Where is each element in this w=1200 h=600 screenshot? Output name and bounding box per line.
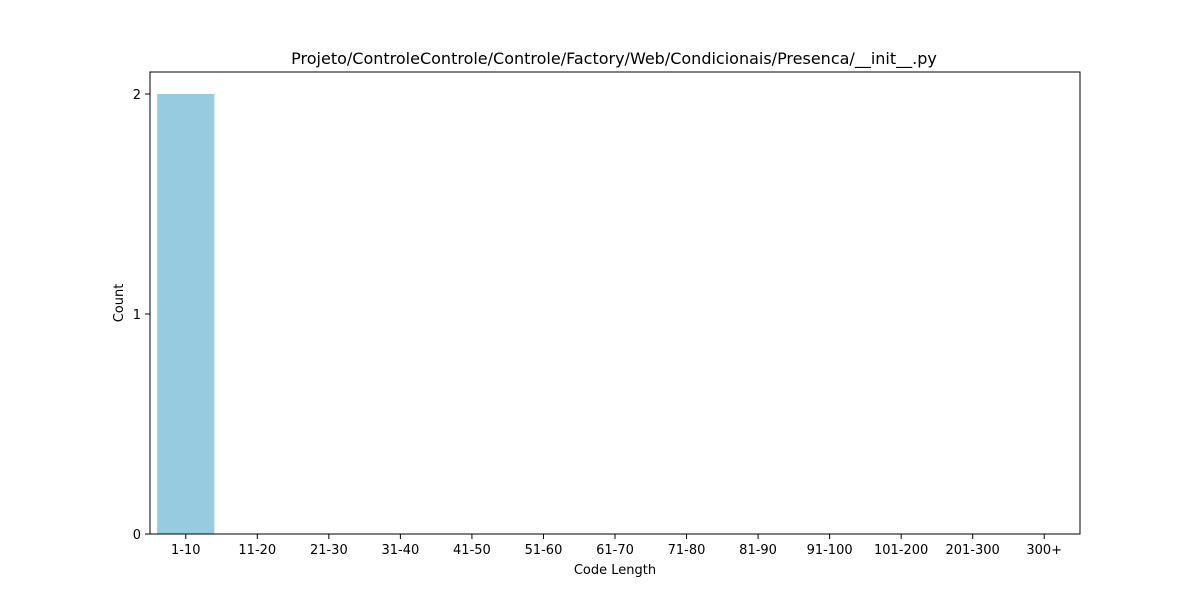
x-tick-label: 1-10 (171, 543, 201, 558)
x-tick-label: 51-60 (525, 543, 563, 558)
chart-title: Projeto/ControleControle/Controle/Factor… (291, 49, 937, 69)
x-axis-ticks: 1-10 11-20 21-30 31-40 41-50 51-60 61-70 71-80 8… (171, 534, 1062, 558)
x-tick-label: 81-90 (739, 543, 777, 558)
x-tick-label: 71-80 (668, 543, 706, 558)
x-tick-label: 11-20 (238, 543, 276, 558)
plot-area-frame (149, 71, 1081, 535)
y-axis-ticks: 0 1 2 (133, 88, 150, 543)
y-tick-label: 0 (133, 528, 141, 543)
y-tick-label: 2 (133, 88, 141, 103)
x-tick-label: 31-40 (381, 543, 419, 558)
x-tick-label: 41-50 (453, 543, 491, 558)
bars-group (157, 94, 215, 534)
x-tick-label: 21-30 (310, 543, 348, 558)
y-axis-label: Count (112, 284, 127, 323)
x-tick-label: 61-70 (596, 543, 634, 558)
x-tick-label: 300+ (1026, 543, 1062, 558)
x-tick-label: 201-300 (946, 543, 1000, 558)
x-tick-label: 101-200 (874, 543, 928, 558)
x-axis-label: Code Length (574, 563, 656, 578)
y-tick-label: 1 (133, 308, 141, 323)
bar-1-10 (157, 94, 215, 534)
x-tick-label: 91-100 (807, 543, 853, 558)
